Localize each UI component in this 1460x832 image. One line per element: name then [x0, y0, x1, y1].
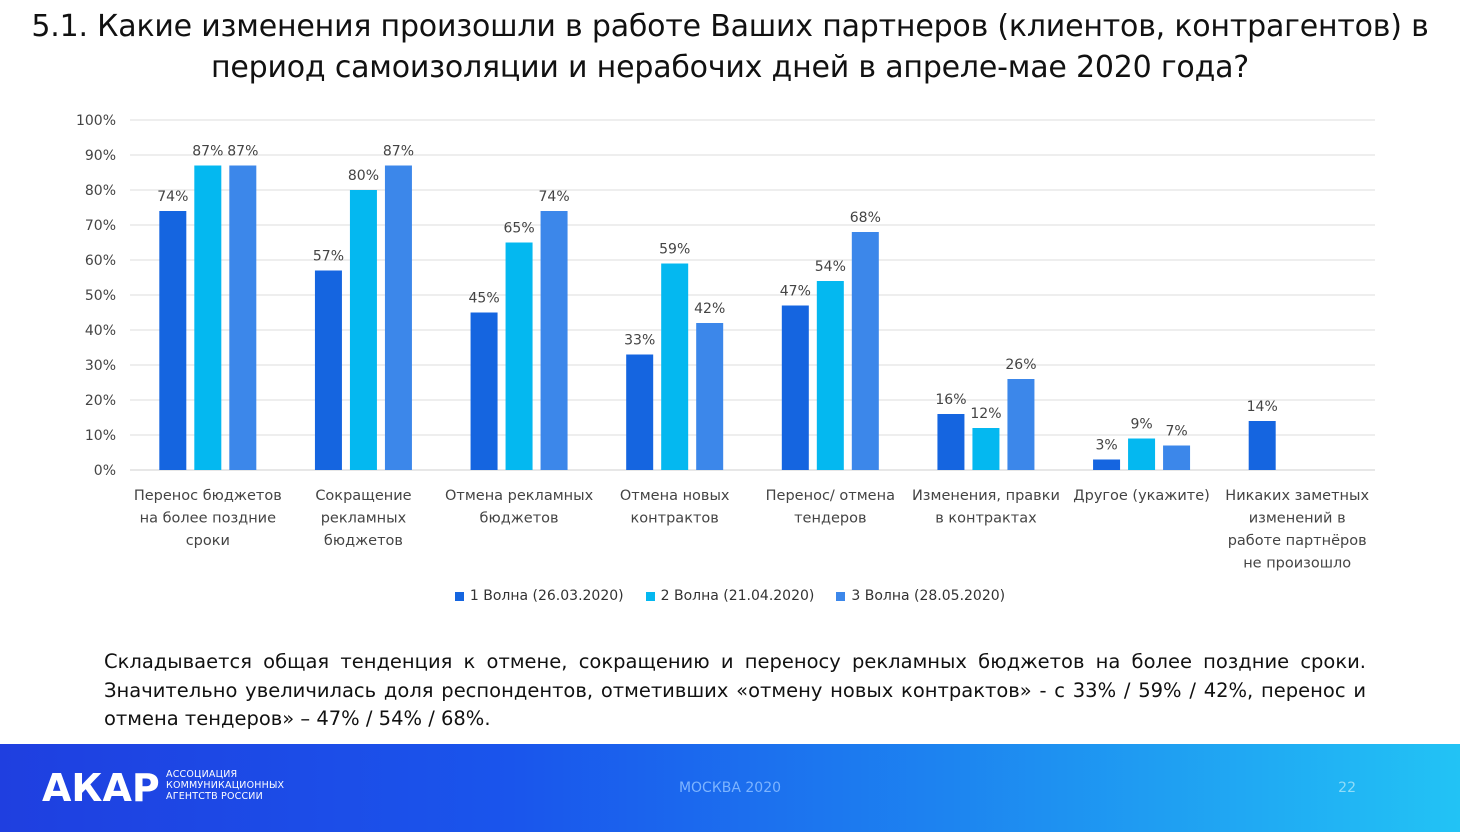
summary-text: Складывается общая тенденция к отмене, с… [104, 650, 1366, 730]
bar [1163, 445, 1191, 470]
y-tick-label: 70% [85, 218, 116, 234]
legend-swatch [836, 591, 846, 601]
legend-swatch [645, 591, 655, 601]
data-label: 54% [815, 259, 846, 275]
chart-legend: 1 Волна (26.03.2020) 2 Волна (21.04.2020)… [0, 588, 1460, 604]
bar [384, 165, 412, 470]
bar [505, 242, 533, 470]
bar-chart: 0%10%20%30%40%50%60%70%80%90%100%74%87% 8… [76, 113, 1375, 572]
category-label: Сокращение рекламных бюджетов [315, 488, 411, 549]
bar [781, 305, 809, 470]
legend-swatch [454, 591, 464, 601]
data-label: 80% [348, 168, 379, 184]
category-label: Перенос бюджетов на более поздние сроки [134, 488, 282, 549]
y-tick-label: 10% [85, 428, 116, 444]
data-label: 42% [694, 301, 725, 317]
data-label: 12% [970, 406, 1001, 422]
data-label: 33% [624, 333, 655, 349]
y-tick-label: 50% [85, 288, 116, 304]
legend-label: 3 Волна (28.05.2020) [851, 588, 1006, 604]
y-tick-label: 60% [85, 253, 116, 269]
data-label: 68% [850, 210, 881, 226]
category-label: Другое (укажите) [1073, 488, 1210, 504]
legend-item: 2 Волна (21.04.2020) [645, 588, 815, 604]
y-tick-label: 80% [85, 183, 116, 199]
legend-item: 3 Волна (28.05.2020) [836, 588, 1005, 604]
slide-title-line-2: период самоизоляции и нерабочих дней в а… [210, 50, 1250, 85]
y-tick-label: 30% [85, 358, 116, 374]
page-number: 22 [1338, 780, 1356, 796]
bar [159, 211, 187, 470]
data-label: 87% [227, 144, 258, 160]
y-tick-label: 0% [94, 463, 116, 479]
bar [661, 263, 689, 470]
data-label: 26% [1005, 357, 1036, 373]
footer-city: МОСКВА 2020 [678, 780, 782, 796]
bar [349, 190, 377, 470]
category-label: Отмена новых контрактов [620, 488, 730, 527]
category-label: Никаких заметных изменений в работе партнё… [1225, 488, 1369, 572]
bar [626, 354, 654, 470]
org-name-line-1: АССОЦИАЦИЯ [166, 769, 238, 780]
data-label: 47% [780, 284, 811, 300]
bar [194, 165, 222, 470]
bar [1007, 379, 1035, 470]
data-label: 65% [504, 221, 535, 237]
slide-title: 5.1. Какие изменения произошли в работе … [20, 6, 1440, 88]
bar [696, 323, 724, 470]
category-label: Перенос/ отмена тендеров [766, 488, 895, 527]
data-label: 7% [1165, 424, 1187, 440]
org-name-line-3: АГЕНТСТВ РОССИИ [166, 791, 263, 802]
y-tick-label: 20% [85, 393, 116, 409]
data-label: 87% [383, 144, 414, 160]
bar [540, 211, 568, 470]
legend-label: 1 Волна (26.03.2020) [469, 588, 624, 604]
bar [816, 281, 844, 470]
bar [851, 232, 879, 470]
data-label: 59% [659, 242, 690, 258]
akar-logo: АКАР [42, 766, 160, 810]
legend-item: 1 Волна (26.03.2020) [454, 588, 624, 604]
slide-title-line-1: 5.1. Какие изменения произошли в работе … [31, 9, 1429, 44]
legend-label: 2 Волна (21.04.2020) [660, 588, 815, 604]
data-label: 9% [1130, 417, 1152, 433]
data-label: 74% [539, 189, 570, 205]
y-tick-label: 40% [85, 323, 116, 339]
bar [470, 312, 498, 470]
bar [314, 270, 342, 470]
bar [1248, 421, 1276, 470]
org-name: АССОЦИАЦИЯ КОММУНИКАЦИОННЫХ АГЕНТСТВ РОС… [166, 769, 284, 802]
data-label: 16% [935, 392, 966, 408]
data-label: 57% [313, 249, 344, 265]
bar [1128, 438, 1156, 470]
bar [229, 165, 257, 470]
data-label: 3% [1095, 438, 1117, 454]
y-tick-label: 90% [85, 148, 116, 164]
data-label: 14% [1247, 399, 1278, 415]
y-tick-label: 100% [76, 113, 116, 129]
bar [1093, 459, 1121, 470]
bar [972, 428, 1000, 470]
category-label: Изменения, правки в контрактах [912, 488, 1060, 527]
data-label: 87% [192, 144, 223, 160]
data-label: 45% [469, 291, 500, 307]
category-label: Отмена рекламных бюджетов [445, 488, 594, 527]
org-name-line-2: КОММУНИКАЦИОННЫХ [166, 780, 285, 791]
footer-bar: АКАР АССОЦИАЦИЯ КОММУНИКАЦИОННЫХ АГЕНТСТ… [0, 744, 1460, 832]
bar [937, 414, 965, 470]
data-label: 74% [157, 189, 188, 205]
